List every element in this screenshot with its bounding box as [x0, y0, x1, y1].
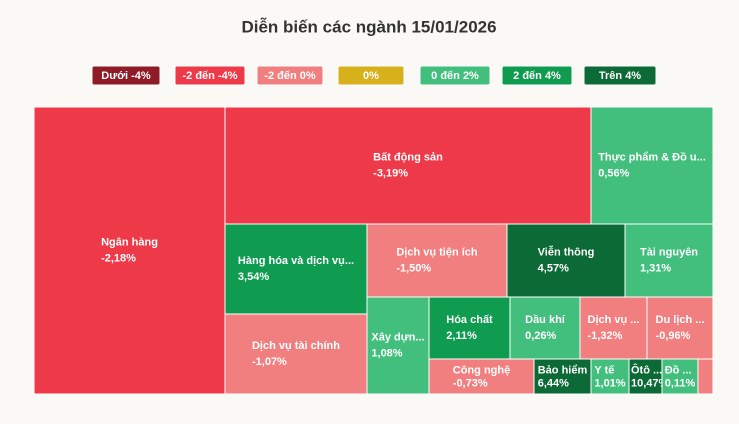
cell-name: Ngân hàng	[101, 236, 158, 248]
cell-value: -1,07%	[252, 356, 287, 368]
cell-name: Bảo hiểm	[538, 364, 588, 376]
legend-label: Dưới -4%	[101, 70, 151, 82]
treemap-cell	[33, 106, 226, 395]
treemap-cell	[697, 358, 714, 395]
cell-name: Dịch vụ tiện ích	[396, 246, 478, 258]
legend-label: 2 đến 4%	[513, 70, 561, 82]
treemap-cell	[590, 358, 630, 395]
cell-value: 3,54%	[238, 271, 269, 283]
cell-value: 1,01%	[594, 377, 625, 389]
legend-swatch	[419, 65, 491, 86]
treemap-cell	[646, 296, 714, 360]
cell-value: 2,11%	[446, 330, 477, 342]
legend-label: 0%	[363, 70, 379, 82]
legend-swatch	[91, 65, 161, 86]
cell-value: 0,56%	[598, 167, 629, 179]
cell-name: Ôtô ...	[631, 363, 662, 376]
cell-name: Dầu khí	[525, 314, 566, 326]
cell-name: Viễn thông	[538, 245, 595, 258]
cell-value: 1,31%	[640, 262, 671, 274]
treemap-cell	[224, 313, 368, 395]
legend-label: -2 đến -4%	[182, 70, 237, 82]
cell-name: Bất động sản	[373, 151, 443, 163]
cell-name: Dịch vụ ...	[588, 314, 640, 326]
chart-title: Diễn biến các ngành 15/01/2026	[241, 17, 496, 36]
treemap-cell	[366, 223, 508, 298]
treemap-cell	[579, 296, 648, 360]
treemap-cell	[661, 358, 699, 395]
treemap-cell	[428, 296, 511, 360]
cell-value: -0,96%	[656, 330, 691, 342]
treemap-cell	[624, 223, 714, 298]
cell-value: 4,57%	[538, 262, 569, 274]
legend-swatch	[583, 65, 657, 86]
legend-label: 0 đến 2%	[431, 70, 479, 82]
cell-value: -2,18%	[101, 252, 136, 264]
legend-swatch	[337, 65, 405, 86]
legend-label: -2 đến 0%	[264, 70, 316, 82]
cell-name: Tài nguyên	[640, 246, 698, 258]
treemap-cell	[590, 106, 714, 225]
cell-value: 1,08%	[371, 347, 402, 359]
cell-value: -3,19%	[373, 167, 408, 179]
cell-value: -0,73%	[453, 377, 488, 389]
treemap-cell	[366, 296, 430, 395]
cell-name: Y tế	[594, 364, 615, 376]
cell-name: Dịch vụ tài chính	[252, 340, 340, 352]
treemap-cell	[506, 223, 626, 298]
cell-value: -1,32%	[588, 330, 623, 342]
treemap-cell	[628, 358, 663, 395]
cell-value: 0,26%	[525, 330, 556, 342]
legend-swatch	[256, 65, 324, 86]
cell-name: Thực phẩm & Đồ u...	[598, 151, 706, 163]
cell-name: Hàng hóa và dịch vụ...	[238, 255, 354, 267]
treemap-cell	[224, 106, 592, 225]
legend-label: Trên 4%	[599, 70, 641, 82]
cell-value: -1,50%	[396, 262, 431, 274]
legend-swatch	[174, 65, 246, 86]
cell-value: 6,44%	[538, 377, 569, 389]
legend-swatch	[501, 65, 573, 86]
cell-value: 10,47%	[631, 377, 669, 389]
cell-name: Du lịch ...	[656, 314, 705, 326]
treemap-cell	[224, 223, 368, 315]
cell-name: Xây dựn...	[371, 331, 424, 343]
cell-name: Hóa chất	[446, 314, 493, 326]
cell-name: Công nghệ	[453, 364, 510, 376]
cell-name: Đồ ...	[665, 364, 692, 376]
treemap-cell	[509, 296, 581, 360]
cell-value: 0,11%	[665, 377, 696, 389]
